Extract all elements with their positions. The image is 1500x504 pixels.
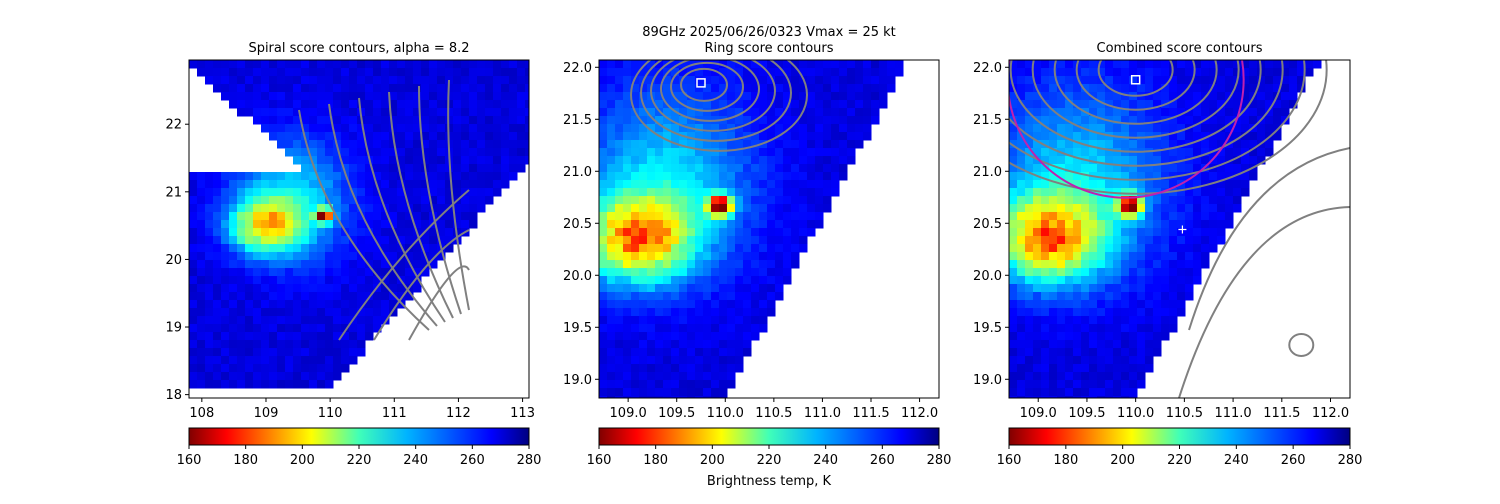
x-tick-label: 111.5 [1263,406,1300,421]
colorbar-tick-label: 240 [403,453,428,468]
y-tick-label: 19 [165,321,182,336]
colorbar-tick-label: 220 [1167,453,1192,468]
center-marker [1130,75,1141,85]
y-tick-label: 20 [165,253,182,268]
x-tick-label: 110.0 [707,406,744,421]
x-tick-label: 112.0 [1312,406,1349,421]
x-tick-label: 109.0 [610,406,647,421]
colorbar-tick-label: 260 [870,453,895,468]
y-tick-label: 19.0 [973,373,1002,388]
colorbar-tick-label: 200 [290,453,315,468]
colorbar-tick-label: 280 [517,453,542,468]
x-tick-label: 108 [189,406,214,421]
x-tick-label: 111.5 [852,406,889,421]
y-tick-label: 20.0 [973,269,1002,284]
colorbar-tick-label: 280 [927,453,952,468]
figure-suptitle-1: 89GHz 2025/06/26/0323 Vmax = 25 kt [642,25,896,40]
x-tick-label: 109.5 [658,406,695,421]
plot-frame [188,59,530,399]
colorbar-gradient [598,427,940,446]
y-tick-label: 21.0 [563,165,592,180]
y-tick-label: 20.5 [973,217,1002,232]
x-tick-label: 112 [446,406,471,421]
panel-title: Spiral score contours, alpha = 8.2 [248,41,469,56]
x-tick-label: 110.5 [755,406,792,421]
center-marker [696,78,706,88]
plot-frame [1008,59,1351,399]
y-tick-label: 20.5 [563,217,592,232]
x-tick-label: 110.0 [1117,406,1154,421]
ring-score-circle [1009,60,1245,199]
y-tick-label: 22.0 [563,61,592,76]
colorbar-tick-label: 280 [1338,453,1363,468]
y-tick-label: 19.5 [563,321,592,336]
colorbar-gradient [188,427,530,446]
colorbar-tick-label: 160 [177,453,202,468]
colorbar-tick-label: 180 [643,453,668,468]
score-contours [298,79,470,341]
score-contours [630,60,808,152]
chart-panel-3: Combined score contours 109.0 109.5 110.0 11… [973,41,1363,468]
x-tick-label: 112.0 [901,406,938,421]
y-tick-label: 22.0 [973,61,1002,76]
y-tick-label: 21.5 [973,113,1002,128]
colorbar-tick-label: 180 [1053,453,1078,468]
y-tick-label: 19.0 [563,373,592,388]
colorbar-tick-label: 240 [813,453,838,468]
y-tick-label: 21.5 [563,113,592,128]
cross-marker [1178,225,1187,234]
colorbar-1: 160 180 200 220 240 260 280 [177,427,542,468]
colorbar-3: 160 180 200 220 240 260 280 [997,427,1363,468]
y-tick-label: 21.0 [973,165,1002,180]
panel-title: Combined score contours [1097,41,1263,56]
x-tick-label: 109.0 [1020,406,1057,421]
y-tick-label: 21 [165,185,182,200]
chart-panel-2: Ring score contours 109.0 109.5 110.0 110.5 1… [563,41,952,468]
y-tick-label: 22 [165,118,182,133]
x-tick-label: 113 [510,406,535,421]
brightness-temp-field [599,60,904,398]
colorbar-label: Brightness temp, K [707,474,832,489]
x-tick-label: 110.5 [1166,406,1203,421]
y-tick-label: 18 [165,388,182,403]
colorbar-tick-label: 200 [700,453,725,468]
colorbar-tick-label: 200 [1110,453,1135,468]
x-tick-label: 111.0 [804,406,841,421]
colorbar-2: 160 180 200 220 240 260 280 [587,427,952,468]
x-tick-label: 109.5 [1068,406,1105,421]
panel-title: Ring score contours [704,41,833,56]
colorbar-tick-label: 260 [1281,453,1306,468]
panels: Spiral score contours, alpha = 8.2 108 109… [165,41,1363,468]
x-tick-label: 111 [382,406,407,421]
y-tick-label: 20.0 [563,269,592,284]
colorbar-tick-label: 160 [997,453,1022,468]
x-tick-label: 111.0 [1214,406,1251,421]
colorbar-tick-label: 180 [233,453,258,468]
colorbar-gradient [1008,427,1351,446]
colorbar-tick-label: 220 [757,453,782,468]
brightness-temp-field [189,60,529,389]
colorbar-tick-label: 260 [460,453,485,468]
colorbar-tick-label: 220 [347,453,372,468]
colorbar-tick-label: 240 [1224,453,1249,468]
chart-panel-1: Spiral score contours, alpha = 8.2 108 109… [165,41,541,468]
x-tick-label: 109 [254,406,279,421]
x-tick-label: 110 [318,406,343,421]
plot-frame [598,59,940,399]
y-tick-label: 19.5 [973,321,1002,336]
score-contours [1009,60,1350,398]
colorbar-tick-label: 160 [587,453,612,468]
